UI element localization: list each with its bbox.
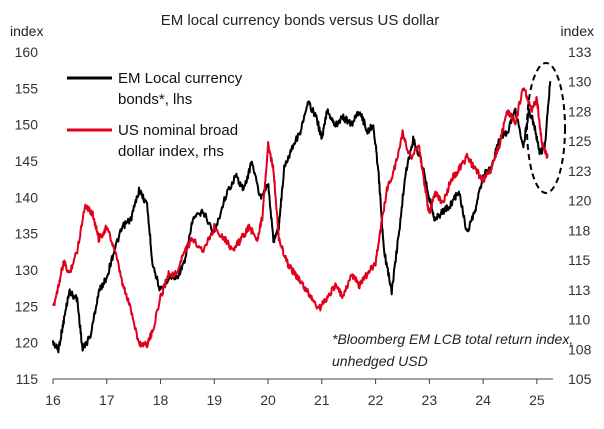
right-tick-label: 113 [568,282,591,298]
x-tick-label: 18 [153,392,169,408]
right-tick-label: 105 [568,371,592,387]
right-axis-unit: index [561,23,594,39]
left-axis-unit: index [10,23,43,39]
legend-label-dollar-index-line1: US nominal broad [118,122,238,139]
left-tick-label: 140 [15,189,39,205]
legend-label-dollar-index-line2: dollar index, rhs [118,143,224,160]
x-tick-label: 19 [207,392,223,408]
right-tick-label: 115 [568,252,591,268]
left-axis-ticks: 115 120 125 130 135 140 145 150 155 160 [15,44,39,387]
left-tick-label: 135 [15,226,39,242]
x-tick-label: 22 [368,392,384,408]
x-tick-label: 25 [529,392,545,408]
right-tick-label: 130 [568,74,592,90]
right-tick-label: 133 [568,44,592,60]
x-axis-ticks: 16 17 18 19 20 21 22 23 24 25 [45,379,545,408]
right-tick-label: 120 [568,193,592,209]
x-tick-label: 24 [475,392,491,408]
series-line-em-bonds [52,81,552,354]
series-layer [52,81,552,354]
left-tick-label: 130 [15,262,39,278]
left-tick-label: 115 [16,371,39,387]
x-tick-label: 23 [422,392,438,408]
right-tick-label: 128 [568,103,592,119]
legend: EM Local currency bonds*, lhs US nominal… [67,70,243,160]
legend-label-em-bonds-line1: EM Local currency [118,70,243,87]
footnote-line2: unhedged USD [332,353,428,369]
highlight-ellipse [526,62,566,194]
left-tick-label: 150 [15,117,39,133]
right-tick-label: 123 [568,163,592,179]
x-tick-label: 16 [45,392,61,408]
left-tick-label: 120 [15,335,39,351]
series-line-dollar-index [52,87,549,349]
x-tick-label: 17 [99,392,115,408]
left-tick-label: 160 [15,44,39,60]
left-tick-label: 145 [15,153,39,169]
right-tick-label: 110 [568,312,591,328]
right-tick-label: 108 [568,341,592,357]
x-tick-label: 20 [260,392,276,408]
right-tick-label: 125 [568,133,592,149]
chart-title: EM local currency bonds versus US dollar [161,12,439,29]
footnote-line1: *Bloomberg EM LCB total return index, [332,331,573,347]
left-tick-label: 125 [15,298,39,314]
right-axis-ticks: 105 108 110 113 115 118 120 123 125 128 130 133 [568,44,592,387]
x-tick-label: 21 [314,392,330,408]
left-tick-label: 155 [15,80,39,96]
legend-label-em-bonds-line2: bonds*, lhs [118,91,192,108]
right-tick-label: 118 [568,222,591,238]
